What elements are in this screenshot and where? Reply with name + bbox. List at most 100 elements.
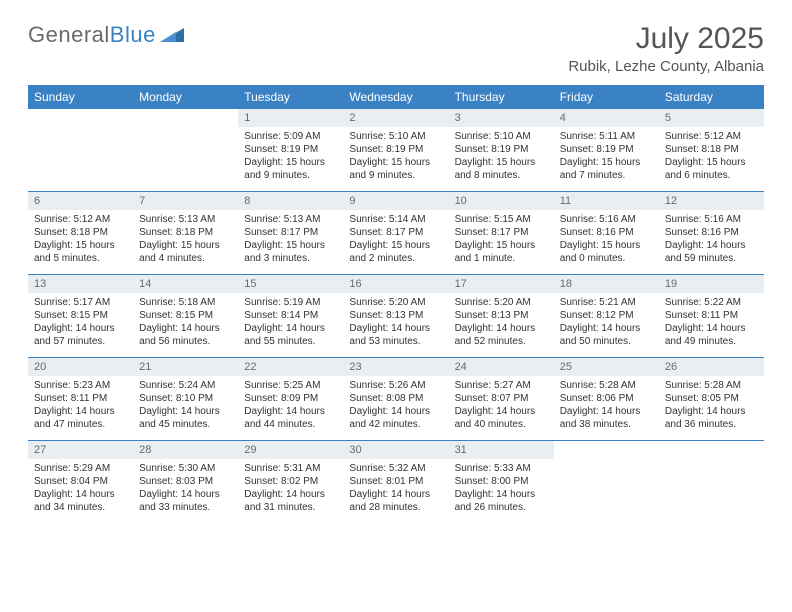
sunrise-line: Sunrise: 5:19 AM <box>244 296 337 309</box>
day-details: Sunrise: 5:10 AMSunset: 8:19 PMDaylight:… <box>449 127 554 187</box>
sunrise-line: Sunrise: 5:20 AM <box>455 296 548 309</box>
day-number: 13 <box>28 275 133 293</box>
day-cell: 2Sunrise: 5:10 AMSunset: 8:19 PMDaylight… <box>343 109 448 191</box>
sunrise-line: Sunrise: 5:25 AM <box>244 379 337 392</box>
day-number: 22 <box>238 358 343 376</box>
sunset-line: Sunset: 8:19 PM <box>244 143 337 156</box>
day-details: Sunrise: 5:24 AMSunset: 8:10 PMDaylight:… <box>133 376 238 436</box>
sunset-line: Sunset: 8:06 PM <box>560 392 653 405</box>
day-details: Sunrise: 5:32 AMSunset: 8:01 PMDaylight:… <box>343 459 448 519</box>
sunrise-line: Sunrise: 5:18 AM <box>139 296 232 309</box>
day-number: 3 <box>449 109 554 127</box>
day-cell: 31Sunrise: 5:33 AMSunset: 8:00 PMDayligh… <box>449 441 554 523</box>
week-row: 13Sunrise: 5:17 AMSunset: 8:15 PMDayligh… <box>28 275 764 358</box>
day-details: Sunrise: 5:33 AMSunset: 8:00 PMDaylight:… <box>449 459 554 519</box>
day-details: Sunrise: 5:15 AMSunset: 8:17 PMDaylight:… <box>449 210 554 270</box>
sunset-line: Sunset: 8:15 PM <box>139 309 232 322</box>
day-number: 1 <box>238 109 343 127</box>
sunrise-line: Sunrise: 5:26 AM <box>349 379 442 392</box>
day-details: Sunrise: 5:19 AMSunset: 8:14 PMDaylight:… <box>238 293 343 353</box>
day-cell: 12Sunrise: 5:16 AMSunset: 8:16 PMDayligh… <box>659 192 764 274</box>
daylight-line: Daylight: 15 hours and 8 minutes. <box>455 156 548 182</box>
daylight-line: Daylight: 15 hours and 7 minutes. <box>560 156 653 182</box>
weekday-monday: Monday <box>133 85 238 109</box>
day-cell: 18Sunrise: 5:21 AMSunset: 8:12 PMDayligh… <box>554 275 659 357</box>
sunset-line: Sunset: 8:15 PM <box>34 309 127 322</box>
weeks-container: 1Sunrise: 5:09 AMSunset: 8:19 PMDaylight… <box>28 109 764 523</box>
day-cell: 8Sunrise: 5:13 AMSunset: 8:17 PMDaylight… <box>238 192 343 274</box>
day-details: Sunrise: 5:23 AMSunset: 8:11 PMDaylight:… <box>28 376 133 436</box>
day-cell: 1Sunrise: 5:09 AMSunset: 8:19 PMDaylight… <box>238 109 343 191</box>
week-row: 20Sunrise: 5:23 AMSunset: 8:11 PMDayligh… <box>28 358 764 441</box>
daylight-line: Daylight: 15 hours and 6 minutes. <box>665 156 758 182</box>
day-details: Sunrise: 5:20 AMSunset: 8:13 PMDaylight:… <box>449 293 554 353</box>
sunset-line: Sunset: 8:16 PM <box>665 226 758 239</box>
day-details: Sunrise: 5:28 AMSunset: 8:05 PMDaylight:… <box>659 376 764 436</box>
sunset-line: Sunset: 8:02 PM <box>244 475 337 488</box>
day-details: Sunrise: 5:20 AMSunset: 8:13 PMDaylight:… <box>343 293 448 353</box>
daylight-line: Daylight: 15 hours and 3 minutes. <box>244 239 337 265</box>
daylight-line: Daylight: 15 hours and 9 minutes. <box>349 156 442 182</box>
day-details: Sunrise: 5:30 AMSunset: 8:03 PMDaylight:… <box>133 459 238 519</box>
day-details: Sunrise: 5:21 AMSunset: 8:12 PMDaylight:… <box>554 293 659 353</box>
day-cell: 9Sunrise: 5:14 AMSunset: 8:17 PMDaylight… <box>343 192 448 274</box>
day-cell: 28Sunrise: 5:30 AMSunset: 8:03 PMDayligh… <box>133 441 238 523</box>
day-number: 9 <box>343 192 448 210</box>
header: GeneralBlue July 2025 Rubik, Lezhe Count… <box>28 22 764 75</box>
day-details: Sunrise: 5:22 AMSunset: 8:11 PMDaylight:… <box>659 293 764 353</box>
weekday-saturday: Saturday <box>659 85 764 109</box>
daylight-line: Daylight: 14 hours and 31 minutes. <box>244 488 337 514</box>
day-number: 14 <box>133 275 238 293</box>
day-cell: 24Sunrise: 5:27 AMSunset: 8:07 PMDayligh… <box>449 358 554 440</box>
sunrise-line: Sunrise: 5:14 AM <box>349 213 442 226</box>
sunset-line: Sunset: 8:07 PM <box>455 392 548 405</box>
day-cell: 21Sunrise: 5:24 AMSunset: 8:10 PMDayligh… <box>133 358 238 440</box>
day-details: Sunrise: 5:18 AMSunset: 8:15 PMDaylight:… <box>133 293 238 353</box>
page-subtitle: Rubik, Lezhe County, Albania <box>568 58 764 75</box>
sunrise-line: Sunrise: 5:22 AM <box>665 296 758 309</box>
day-number: 12 <box>659 192 764 210</box>
weekday-sunday: Sunday <box>28 85 133 109</box>
sunrise-line: Sunrise: 5:28 AM <box>560 379 653 392</box>
day-details: Sunrise: 5:28 AMSunset: 8:06 PMDaylight:… <box>554 376 659 436</box>
day-details: Sunrise: 5:26 AMSunset: 8:08 PMDaylight:… <box>343 376 448 436</box>
day-details: Sunrise: 5:17 AMSunset: 8:15 PMDaylight:… <box>28 293 133 353</box>
daylight-line: Daylight: 14 hours and 33 minutes. <box>139 488 232 514</box>
sunrise-line: Sunrise: 5:32 AM <box>349 462 442 475</box>
sunset-line: Sunset: 8:19 PM <box>560 143 653 156</box>
empty-cell <box>659 441 764 523</box>
day-cell: 3Sunrise: 5:10 AMSunset: 8:19 PMDaylight… <box>449 109 554 191</box>
day-number: 31 <box>449 441 554 459</box>
day-cell: 13Sunrise: 5:17 AMSunset: 8:15 PMDayligh… <box>28 275 133 357</box>
weekday-tuesday: Tuesday <box>238 85 343 109</box>
day-number: 29 <box>238 441 343 459</box>
sunrise-line: Sunrise: 5:33 AM <box>455 462 548 475</box>
day-details: Sunrise: 5:09 AMSunset: 8:19 PMDaylight:… <box>238 127 343 187</box>
day-cell: 19Sunrise: 5:22 AMSunset: 8:11 PMDayligh… <box>659 275 764 357</box>
day-number: 2 <box>343 109 448 127</box>
sunset-line: Sunset: 8:18 PM <box>34 226 127 239</box>
daylight-line: Daylight: 14 hours and 50 minutes. <box>560 322 653 348</box>
sunset-line: Sunset: 8:11 PM <box>34 392 127 405</box>
sunset-line: Sunset: 8:17 PM <box>244 226 337 239</box>
logo: GeneralBlue <box>28 22 184 48</box>
daylight-line: Daylight: 14 hours and 52 minutes. <box>455 322 548 348</box>
empty-cell <box>133 109 238 191</box>
day-cell: 30Sunrise: 5:32 AMSunset: 8:01 PMDayligh… <box>343 441 448 523</box>
daylight-line: Daylight: 14 hours and 34 minutes. <box>34 488 127 514</box>
day-cell: 4Sunrise: 5:11 AMSunset: 8:19 PMDaylight… <box>554 109 659 191</box>
day-cell: 23Sunrise: 5:26 AMSunset: 8:08 PMDayligh… <box>343 358 448 440</box>
day-number: 6 <box>28 192 133 210</box>
sunset-line: Sunset: 8:01 PM <box>349 475 442 488</box>
daylight-line: Daylight: 14 hours and 38 minutes. <box>560 405 653 431</box>
sunrise-line: Sunrise: 5:13 AM <box>244 213 337 226</box>
sunset-line: Sunset: 8:19 PM <box>349 143 442 156</box>
sunrise-line: Sunrise: 5:29 AM <box>34 462 127 475</box>
sunset-line: Sunset: 8:10 PM <box>139 392 232 405</box>
weekday-header: SundayMondayTuesdayWednesdayThursdayFrid… <box>28 85 764 109</box>
logo-text-2: Blue <box>110 22 156 48</box>
day-cell: 15Sunrise: 5:19 AMSunset: 8:14 PMDayligh… <box>238 275 343 357</box>
day-number: 26 <box>659 358 764 376</box>
sunset-line: Sunset: 8:09 PM <box>244 392 337 405</box>
daylight-line: Daylight: 15 hours and 5 minutes. <box>34 239 127 265</box>
